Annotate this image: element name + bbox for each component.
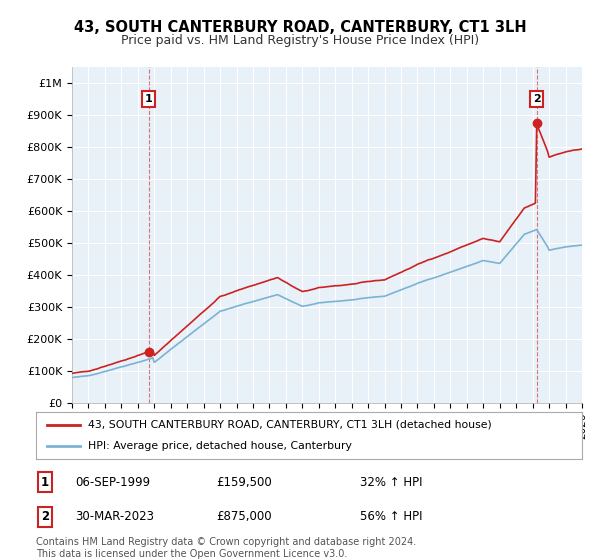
- Text: 2: 2: [41, 510, 49, 524]
- Text: HPI: Average price, detached house, Canterbury: HPI: Average price, detached house, Cant…: [88, 441, 352, 451]
- Text: 43, SOUTH CANTERBURY ROAD, CANTERBURY, CT1 3LH (detached house): 43, SOUTH CANTERBURY ROAD, CANTERBURY, C…: [88, 420, 491, 430]
- Text: Contains HM Land Registry data © Crown copyright and database right 2024.
This d: Contains HM Land Registry data © Crown c…: [36, 537, 416, 559]
- Text: 2: 2: [533, 94, 541, 104]
- Text: £159,500: £159,500: [216, 475, 272, 489]
- Text: Price paid vs. HM Land Registry's House Price Index (HPI): Price paid vs. HM Land Registry's House …: [121, 34, 479, 46]
- Text: 43, SOUTH CANTERBURY ROAD, CANTERBURY, CT1 3LH: 43, SOUTH CANTERBURY ROAD, CANTERBURY, C…: [74, 20, 526, 35]
- Text: 1: 1: [41, 475, 49, 489]
- Text: 06-SEP-1999: 06-SEP-1999: [75, 475, 150, 489]
- Text: 56% ↑ HPI: 56% ↑ HPI: [360, 510, 422, 524]
- Text: £875,000: £875,000: [216, 510, 272, 524]
- Text: 32% ↑ HPI: 32% ↑ HPI: [360, 475, 422, 489]
- Text: 30-MAR-2023: 30-MAR-2023: [75, 510, 154, 524]
- Text: 1: 1: [145, 94, 153, 104]
